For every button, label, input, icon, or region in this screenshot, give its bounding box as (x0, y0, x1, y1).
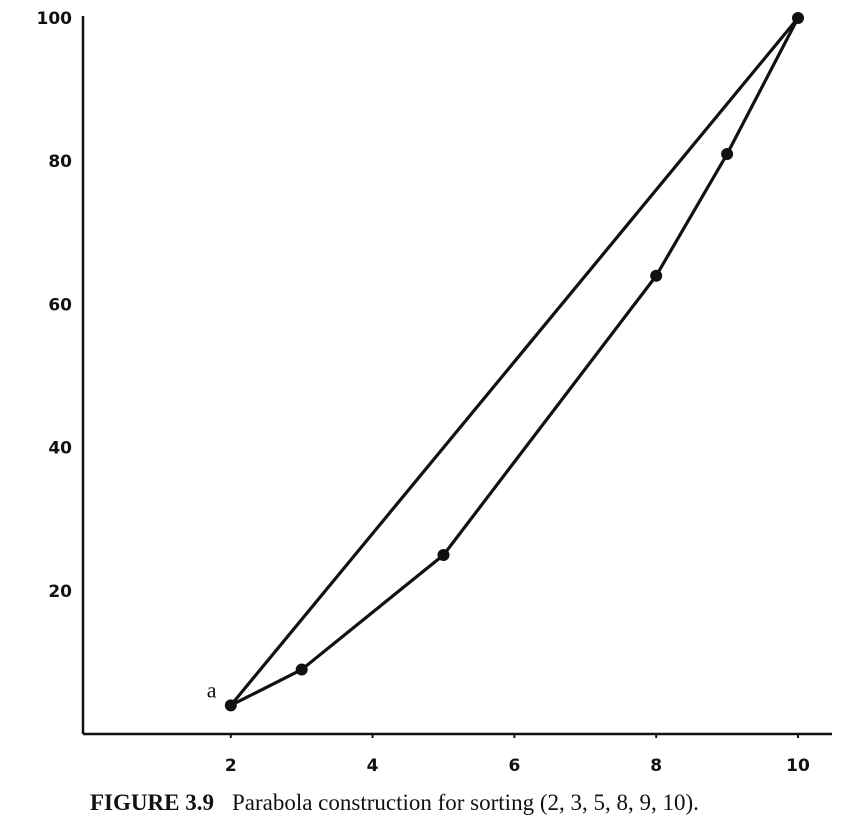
y-tick-label: 100 (37, 9, 73, 29)
y-tick-label: 40 (48, 439, 72, 459)
x-tick-label: 4 (367, 756, 379, 776)
point-annotation: a (207, 677, 217, 702)
data-point (224, 699, 237, 712)
series-line-0 (230, 17, 800, 707)
series-line-1 (229, 16, 800, 707)
data-point (792, 12, 804, 24)
x-tick-label: 8 (650, 756, 662, 776)
caption-label: FIGURE 3.9 (90, 790, 214, 815)
data-point (437, 549, 450, 561)
x-tick-label: 10 (786, 756, 810, 776)
x-tick-label: 6 (508, 756, 520, 776)
data-point (295, 663, 308, 676)
x-tick-label: 2 (225, 756, 237, 776)
caption-text: Parabola construction for sorting (2, 3,… (231, 790, 699, 815)
y-tick-label: 20 (48, 582, 72, 602)
figure-caption: FIGURE 3.9 Parabola construction for sort… (90, 790, 699, 816)
data-point (650, 269, 663, 282)
y-tick-label: 60 (48, 295, 72, 315)
data-point (721, 148, 734, 161)
y-tick-label: 80 (48, 152, 72, 172)
